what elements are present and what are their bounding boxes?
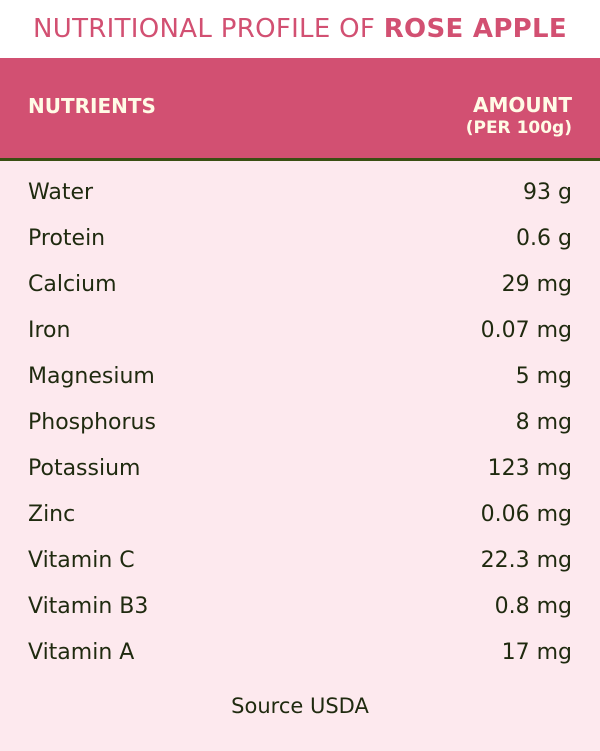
table-row: Protein 0.6 g: [0, 215, 600, 261]
nutrient-amount: 22.3 mg: [480, 547, 572, 573]
nutrient-name: Protein: [28, 225, 106, 251]
title-emphasis: ROSE APPLE: [383, 14, 567, 44]
nutrient-amount: 0.07 mg: [480, 317, 572, 343]
nutrient-amount: 123 mg: [487, 455, 572, 481]
nutrient-name: Phosphorus: [28, 409, 156, 435]
table-row: Vitamin C 22.3 mg: [0, 537, 600, 583]
nutrient-amount: 93 g: [523, 179, 572, 205]
nutrient-amount: 0.06 mg: [480, 501, 572, 527]
nutrient-name: Vitamin B3: [28, 593, 149, 619]
nutrient-amount: 29 mg: [501, 271, 572, 297]
nutrient-amount: 17 mg: [501, 639, 572, 665]
nutrient-amount: 8 mg: [515, 409, 572, 435]
nutrient-name: Calcium: [28, 271, 117, 297]
nutrient-name: Magnesium: [28, 363, 155, 389]
title-prefix: NUTRITIONAL PROFILE OF: [33, 14, 384, 44]
nutrient-amount: 5 mg: [515, 363, 572, 389]
header-amount: AMOUNT (PER 100g): [466, 94, 572, 140]
table-row: Iron 0.07 mg: [0, 307, 600, 353]
nutrient-table: Water 93 g Protein 0.6 g Calcium 29 mg Iron 0.0…: [0, 169, 600, 675]
table-row: Vitamin B3 0.8 mg: [0, 583, 600, 629]
nutrient-amount: 0.8 mg: [494, 593, 572, 619]
page-title: NUTRITIONAL PROFILE OF ROSE APPLE: [0, 0, 600, 58]
source-note: Source USDA: [231, 694, 369, 718]
header-nutrients: NUTRIENTS: [28, 94, 156, 118]
table-row: Vitamin A 17 mg: [0, 629, 600, 675]
table-header: NUTRIENTS AMOUNT (PER 100g): [0, 58, 600, 161]
nutrient-name: Vitamin C: [28, 547, 135, 573]
nutrient-name: Iron: [28, 317, 71, 343]
nutrient-name: Water: [28, 179, 94, 205]
header-amount-label: AMOUNT: [472, 93, 572, 117]
table-row: Calcium 29 mg: [0, 261, 600, 307]
table-row: Magnesium 5 mg: [0, 353, 600, 399]
table-row: Potassium 123 mg: [0, 445, 600, 491]
table-row: Zinc 0.06 mg: [0, 491, 600, 537]
nutrient-name: Vitamin A: [28, 639, 135, 665]
nutrient-name: Zinc: [28, 501, 76, 527]
nutrient-amount: 0.6 g: [516, 225, 572, 251]
nutrient-name: Potassium: [28, 455, 141, 481]
header-amount-unit: (PER 100g): [465, 118, 572, 138]
table-row: Water 93 g: [0, 169, 600, 215]
table-row: Phosphorus 8 mg: [0, 399, 600, 445]
